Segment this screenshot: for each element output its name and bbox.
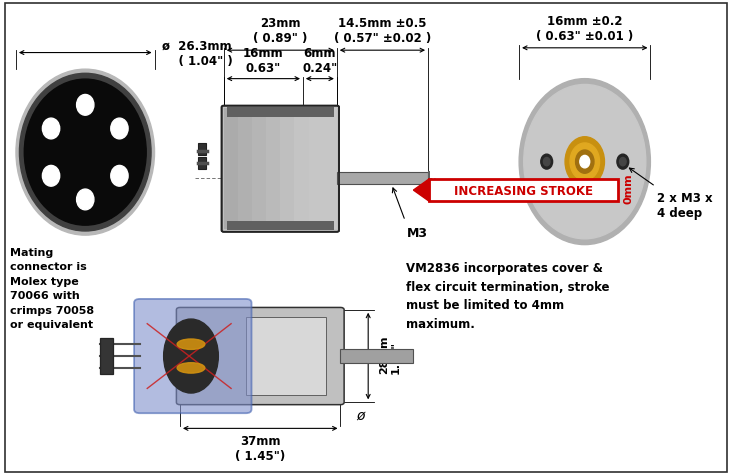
Ellipse shape [519, 79, 651, 245]
Bar [100, 338, 113, 374]
Ellipse shape [617, 155, 629, 170]
FancyBboxPatch shape [176, 308, 344, 405]
Bar [428, 171, 430, 186]
Text: ø  26.3mm
    ( 1.04" ): ø 26.3mm ( 1.04" ) [162, 40, 233, 68]
Ellipse shape [42, 166, 60, 187]
Bar [294, 109, 309, 230]
Ellipse shape [77, 189, 94, 210]
Ellipse shape [24, 80, 146, 226]
FancyBboxPatch shape [222, 107, 339, 232]
Ellipse shape [111, 119, 128, 139]
Ellipse shape [177, 339, 205, 350]
Ellipse shape [619, 158, 626, 167]
Ellipse shape [575, 151, 594, 174]
Ellipse shape [111, 166, 128, 187]
Text: M3: M3 [407, 226, 428, 239]
Ellipse shape [543, 158, 550, 167]
Bar [238, 109, 252, 230]
Bar [340, 349, 414, 363]
Text: 14.5mm ±0.5
( 0.57" ±0.02 ): 14.5mm ±0.5 ( 0.57" ±0.02 ) [334, 18, 431, 45]
Bar [246, 317, 326, 396]
Ellipse shape [42, 119, 60, 139]
Bar [198, 158, 206, 169]
Bar [227, 221, 334, 231]
Ellipse shape [77, 95, 94, 116]
Bar [198, 143, 206, 155]
Ellipse shape [523, 85, 646, 239]
Ellipse shape [164, 319, 218, 393]
Ellipse shape [565, 138, 605, 187]
Bar [309, 109, 323, 230]
Text: 6mm
0.24": 6mm 0.24" [302, 47, 337, 75]
Ellipse shape [20, 74, 151, 231]
Text: 16mm ±0.2
( 0.63" ±0.01 ): 16mm ±0.2 ( 0.63" ±0.01 ) [536, 15, 633, 43]
Bar [280, 109, 294, 230]
Polygon shape [414, 179, 430, 202]
Bar [224, 109, 238, 230]
Ellipse shape [570, 144, 600, 181]
Ellipse shape [541, 155, 553, 170]
Text: 2 x M3 x
4 deep: 2 x M3 x 4 deep [657, 191, 712, 219]
FancyBboxPatch shape [134, 299, 252, 413]
Text: 23mm
( 0.89" ): 23mm ( 0.89" ) [253, 18, 307, 45]
Ellipse shape [16, 70, 154, 236]
Bar [337, 173, 428, 185]
Bar [227, 108, 334, 117]
Text: INCREASING STROKE: INCREASING STROKE [454, 184, 593, 197]
Ellipse shape [580, 156, 590, 169]
Text: 28mm
1.10": 28mm 1.10" [379, 335, 400, 373]
Bar [323, 109, 337, 230]
Ellipse shape [177, 363, 205, 373]
Text: 37mm
( 1.45"): 37mm ( 1.45") [235, 434, 285, 462]
Text: 0mm: 0mm [624, 173, 633, 204]
Text: ø: ø [356, 407, 365, 421]
Text: Mating
connector is
Molex type
70066 with
crimps 70058
or equivalent: Mating connector is Molex type 70066 wit… [10, 248, 94, 329]
Text: 16mm
0.63": 16mm 0.63" [243, 47, 284, 75]
Bar [266, 109, 280, 230]
Bar [252, 109, 266, 230]
Text: VM2836 incorporates cover &
flex circuit termination, stroke
must be limited to : VM2836 incorporates cover & flex circuit… [406, 262, 610, 330]
Bar [430, 179, 618, 202]
